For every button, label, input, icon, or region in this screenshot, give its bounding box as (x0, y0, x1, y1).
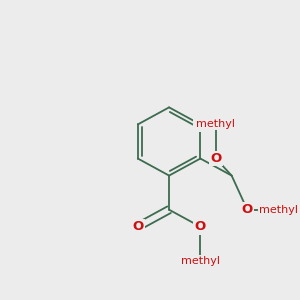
Text: O: O (195, 220, 206, 233)
Text: O: O (242, 203, 253, 216)
Text: methyl: methyl (181, 256, 220, 266)
Text: O: O (132, 220, 143, 233)
Text: methyl: methyl (259, 205, 298, 215)
Text: O: O (210, 152, 222, 165)
Text: methyl: methyl (196, 119, 236, 129)
Text: N: N (195, 118, 206, 131)
